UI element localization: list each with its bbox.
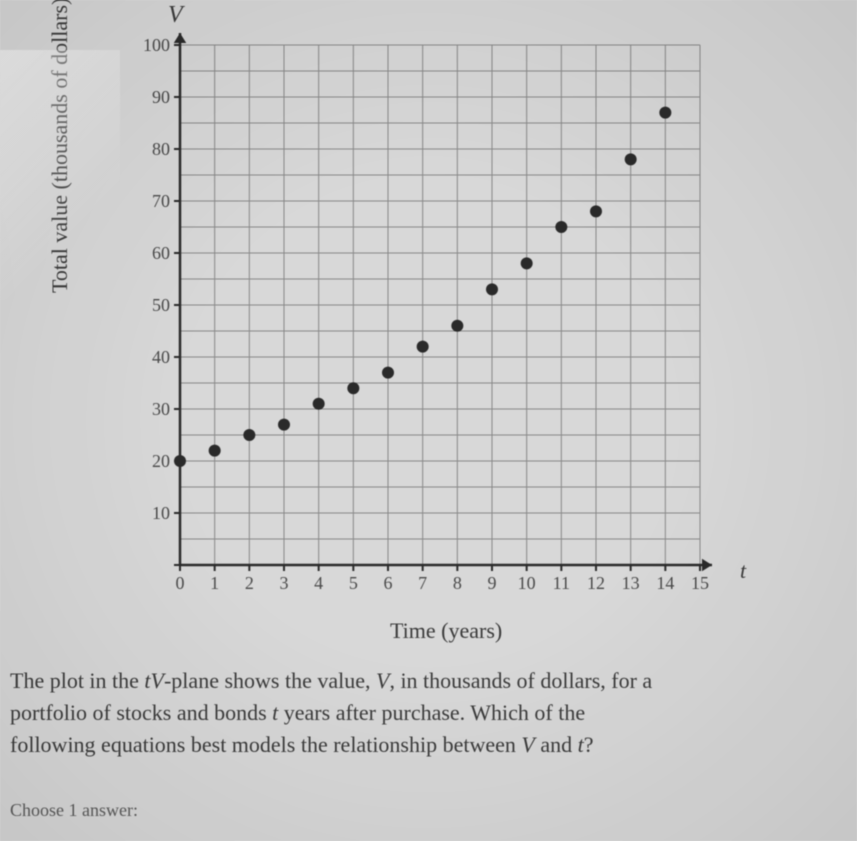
scatter-chart: [160, 25, 720, 585]
y-tick-label: 40: [130, 347, 170, 368]
y-tick-label: 50: [130, 295, 170, 316]
choose-answer-label: Choose 1 answer:: [10, 800, 138, 821]
x-tick-label: 15: [685, 573, 715, 594]
y-tick-label: 70: [130, 191, 170, 212]
y-tick-label: 80: [130, 139, 170, 160]
x-tick-label: 4: [304, 573, 334, 594]
x-tick-label: 2: [234, 573, 264, 594]
y-tick-label: 30: [130, 399, 170, 420]
x-tick-label: 5: [338, 573, 368, 594]
x-tick-label: 13: [616, 573, 646, 594]
question-text: The plot in the tV-plane shows the value…: [10, 665, 840, 761]
y-tick-label: 90: [130, 87, 170, 108]
x-axis-title: Time (years): [390, 618, 502, 644]
y-tick-label: 20: [130, 451, 170, 472]
x-tick-label: 0: [165, 573, 195, 594]
y-tick-label: 100: [130, 35, 170, 56]
x-tick-label: 10: [512, 573, 542, 594]
x-tick-label: 11: [546, 573, 576, 594]
x-tick-label: 12: [581, 573, 611, 594]
x-tick-label: 9: [477, 573, 507, 594]
x-tick-label: 14: [650, 573, 680, 594]
x-tick-label: 8: [442, 573, 472, 594]
y-tick-label: 60: [130, 243, 170, 264]
x-tick-label: 7: [408, 573, 438, 594]
x-tick-label: 6: [373, 573, 403, 594]
y-axis-title: Total value (thousands of dollars): [47, 0, 73, 293]
x-tick-label: 3: [269, 573, 299, 594]
x-tick-label: 1: [200, 573, 230, 594]
y-tick-label: 10: [130, 503, 170, 524]
x-axis-variable: t: [740, 558, 746, 584]
